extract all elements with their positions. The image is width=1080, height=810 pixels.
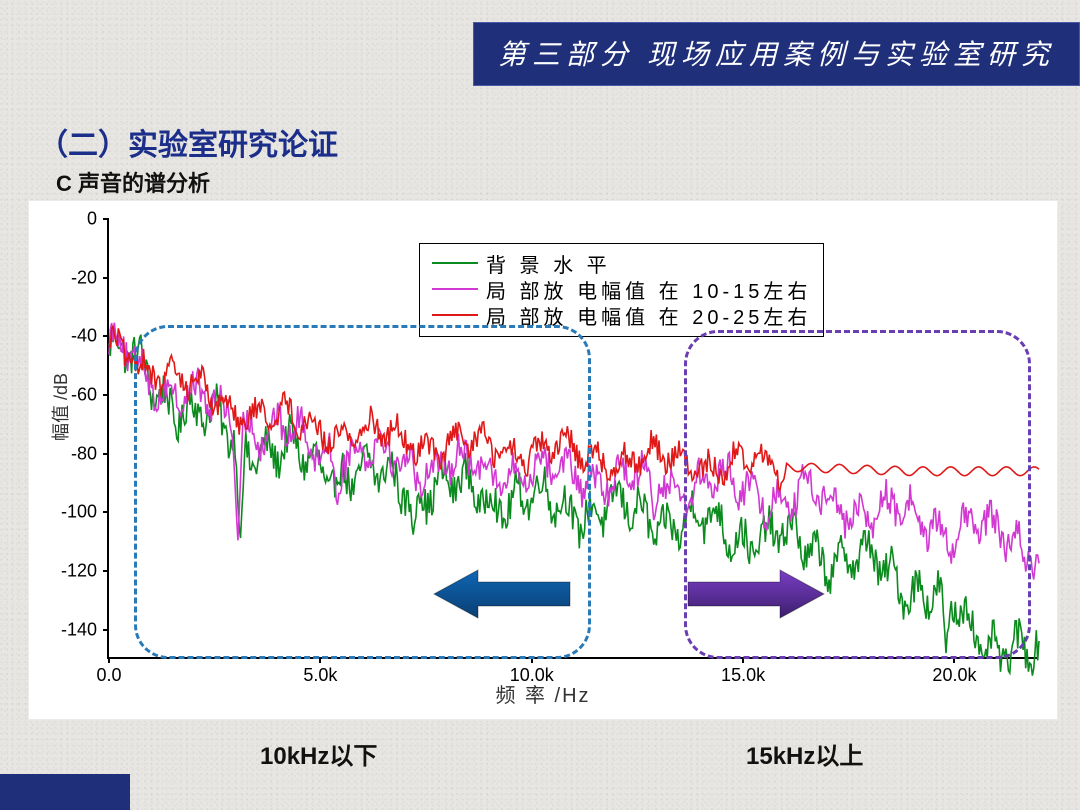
caption-left: 10kHz以下 [260,736,377,771]
caption-right: 15kHz以上 [746,736,863,771]
x-tick-label: 5.0k [303,665,337,686]
y-tick-mark [103,511,109,513]
section-banner: 第三部分 现场应用案例与实验室研究 [473,22,1080,86]
y-tick-mark [103,218,109,220]
legend-item: 背 景 水 平 [432,250,811,276]
y-tick-label: -40 [37,326,97,347]
legend-swatch [432,262,478,264]
footer-accent [0,774,130,810]
legend-item: 局 部放 电幅值 在 10-15左右 [432,276,811,302]
subsection-title: C 声音的谱分析 [56,166,210,198]
x-tick-label: 20.0k [932,665,976,686]
x-tick-label: 0.0 [96,665,121,686]
y-tick-mark [103,277,109,279]
y-tick-label: 0 [37,209,97,230]
section-title: （二）实验室研究论证 [38,120,338,164]
chart-container: 0-20-40-60-80-100-120-140 0.05.0k10.0k15… [28,200,1058,720]
y-tick-label: -80 [37,443,97,464]
y-tick-label: -120 [37,561,97,582]
legend: 背 景 水 平局 部放 电幅值 在 10-15左右局 部放 电幅值 在 20-2… [419,243,824,337]
legend-swatch [432,314,478,316]
legend-swatch [432,288,478,290]
y-tick-label: -100 [37,502,97,523]
banner-text: 第三部分 现场应用案例与实验室研究 [498,40,1055,71]
arrow-left [432,568,572,620]
x-tick-label: 15.0k [721,665,765,686]
y-tick-mark [103,570,109,572]
y-tick-mark [103,453,109,455]
y-tick-label: -140 [37,619,97,640]
x-tick-mark [108,657,110,663]
legend-label: 局 部放 电幅值 在 10-15左右 [486,275,811,304]
y-tick-mark [103,335,109,337]
plot-area: 0-20-40-60-80-100-120-140 0.05.0k10.0k15… [107,219,1037,659]
legend-label: 背 景 水 平 [486,249,611,278]
y-tick-mark [103,629,109,631]
y-tick-mark [103,394,109,396]
y-axis-label: 幅值 /dB [47,373,73,441]
arrow-right [686,568,826,620]
y-tick-label: -20 [37,267,97,288]
x-axis-label: 频 率 /Hz [495,679,590,708]
